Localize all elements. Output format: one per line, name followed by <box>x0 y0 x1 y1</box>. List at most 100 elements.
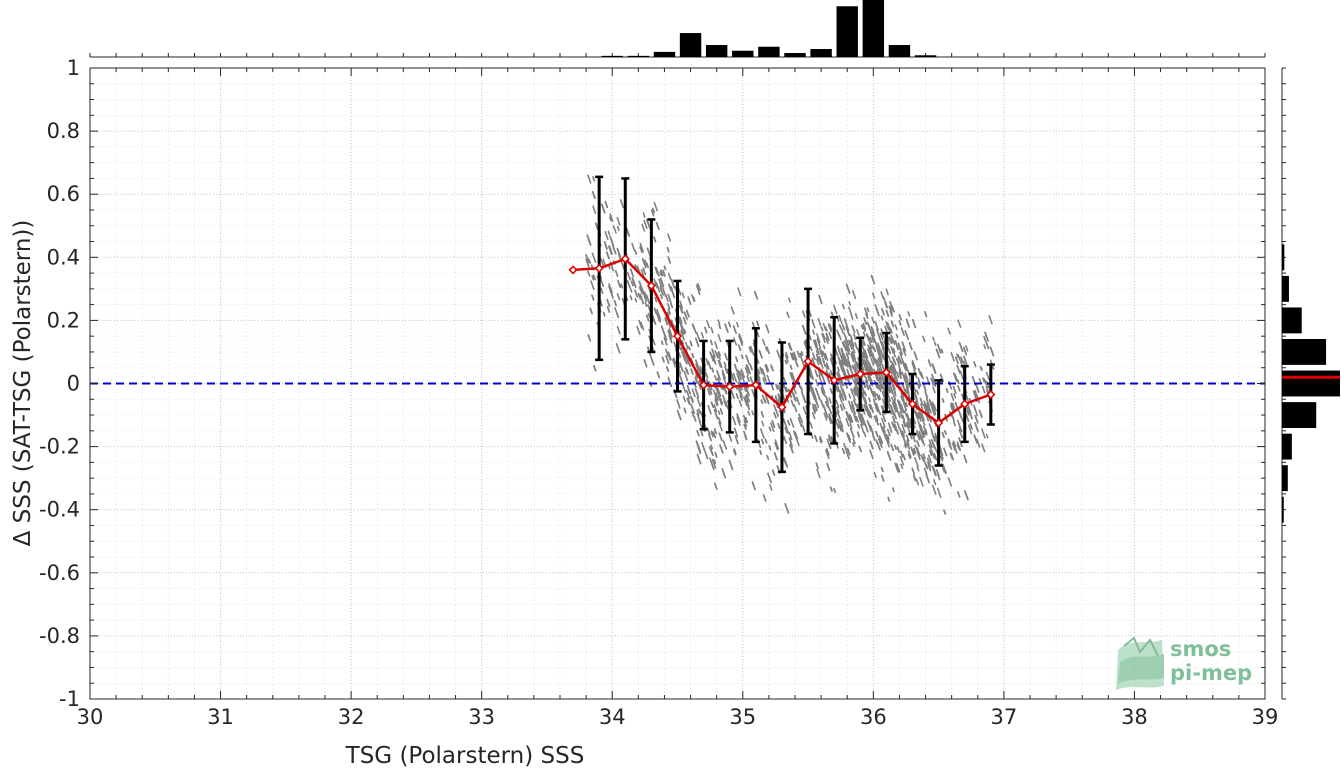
right-histogram-bar <box>1282 370 1340 397</box>
scatter-point <box>985 342 990 350</box>
scatter-point <box>860 413 865 422</box>
scatter-point <box>944 430 947 435</box>
scatter-point <box>899 411 904 420</box>
scatter-point <box>728 459 734 471</box>
scatter-point <box>587 334 592 342</box>
scatter-point <box>600 287 604 295</box>
scatter-point <box>751 481 756 491</box>
scatter-point <box>906 443 911 450</box>
scatter-point <box>642 212 646 218</box>
scatter-point <box>937 474 941 481</box>
scatter-point <box>875 362 880 370</box>
scatter-point <box>761 394 766 403</box>
scatter-point <box>906 413 910 420</box>
scatter-point <box>841 324 846 331</box>
scatter-point <box>835 419 840 429</box>
scatter-point <box>943 509 947 515</box>
x-tick-label: 30 <box>77 705 104 729</box>
scatter-point <box>634 297 638 303</box>
scatter-point <box>936 343 942 354</box>
scatter-point <box>785 351 789 359</box>
scatter-point <box>918 432 924 444</box>
scatter-point <box>822 357 825 363</box>
scatter-point <box>863 431 867 438</box>
scatter-point <box>757 368 761 375</box>
scatter-point <box>682 316 687 325</box>
scatter-point <box>821 384 826 394</box>
scatter-point <box>915 478 920 486</box>
scatter-point <box>985 433 989 439</box>
scatter-point <box>912 434 916 443</box>
scatter-point <box>817 317 822 327</box>
scatter-point <box>655 282 661 293</box>
scatter-point <box>887 354 892 363</box>
scatter-point <box>685 389 691 400</box>
scatter-point <box>918 380 922 387</box>
scatter-point <box>845 450 850 460</box>
scatter-point <box>663 265 667 271</box>
scatter-point <box>887 387 891 394</box>
scatter-point <box>818 294 823 305</box>
scatter-point <box>950 453 955 461</box>
scatter-point <box>809 371 815 380</box>
scatter-point <box>891 363 896 373</box>
scatter-point <box>903 419 907 428</box>
scatter-point <box>895 371 900 379</box>
scatter-point <box>967 405 972 415</box>
right-histogram-bar <box>1282 275 1289 302</box>
scatter-point <box>825 364 829 370</box>
scatter-point <box>644 302 648 308</box>
scatter-point <box>950 352 955 362</box>
x-tick-label: 37 <box>991 705 1018 729</box>
scatter-point <box>670 286 674 291</box>
scatter-point <box>960 356 964 363</box>
scatter-point <box>599 277 605 288</box>
scatter-point <box>694 388 700 399</box>
scatter-point <box>620 283 624 289</box>
scatter-point <box>916 433 921 441</box>
scatter-point <box>825 362 830 370</box>
scatter-point <box>607 230 611 236</box>
scatter-point <box>929 449 933 457</box>
scatter-point <box>791 391 797 402</box>
scatter-point <box>613 299 618 307</box>
smos-pi-mep-logo: smos pi-mep <box>1116 636 1252 690</box>
scatter-point <box>878 364 884 373</box>
scatter-point <box>847 339 853 351</box>
scatter-point <box>856 431 861 438</box>
scatter-point <box>659 277 665 288</box>
scatter-point <box>588 258 592 264</box>
logo-text-pi-mep: pi-mep <box>1170 661 1252 685</box>
scatter-point <box>853 386 859 396</box>
scatter-point <box>697 282 702 292</box>
scatter-point <box>846 344 851 352</box>
scatter-point <box>815 358 820 366</box>
scatter-point <box>825 449 830 460</box>
scatter-point <box>982 377 986 383</box>
scatter-point <box>691 294 696 303</box>
scatter-point <box>793 351 798 361</box>
scatter-point <box>717 373 721 381</box>
scatter-point <box>732 325 737 334</box>
scatter-point <box>901 397 905 403</box>
scatter-point <box>906 421 910 429</box>
scatter-point <box>815 379 819 387</box>
scatter-point <box>774 439 780 450</box>
scatter-point <box>896 446 900 453</box>
scatter-point <box>925 463 929 470</box>
scatter-point <box>730 389 735 399</box>
scatter-point <box>957 491 961 498</box>
scatter-point <box>845 324 850 332</box>
scatter-point <box>766 346 770 355</box>
scatter-point <box>765 363 770 372</box>
scatter-point <box>925 404 931 415</box>
scatter-point <box>842 367 847 377</box>
scatter-point <box>591 252 597 264</box>
scatter-point <box>728 434 733 442</box>
scatter-point <box>696 453 702 465</box>
scatter-point <box>663 332 668 341</box>
scatter-point <box>684 341 689 350</box>
top-histogram-bar <box>914 55 937 57</box>
scatter-point <box>787 419 791 426</box>
scatter-point <box>679 316 683 324</box>
